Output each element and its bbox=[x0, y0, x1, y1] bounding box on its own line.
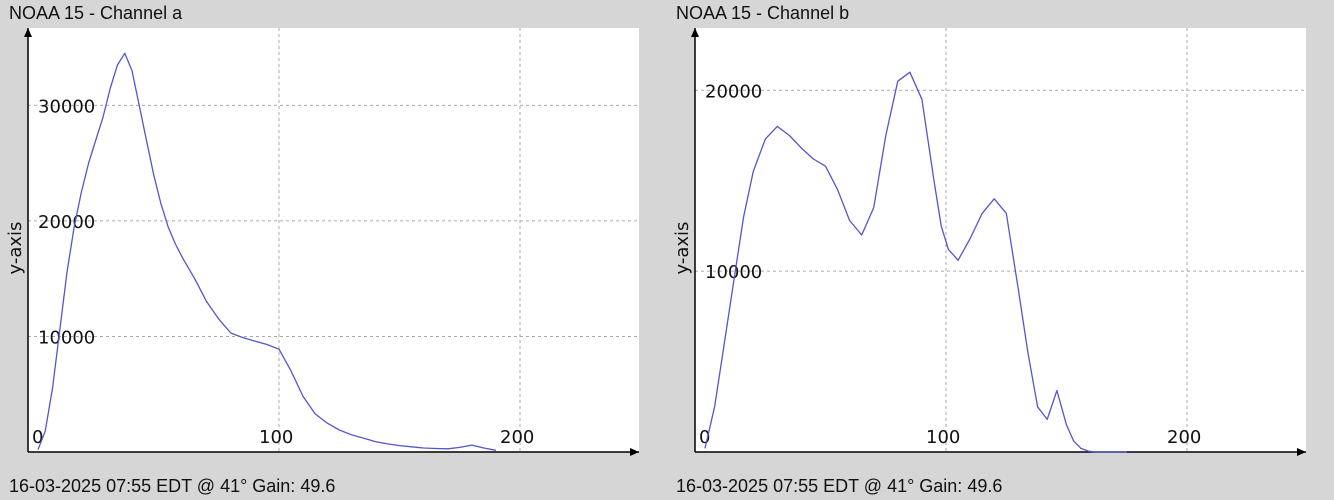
chart-canvas: 0 100 200 10000 20000 y-axis bbox=[672, 28, 1306, 456]
chart-title: NOAA 15 - Channel a bbox=[9, 3, 183, 23]
series-line bbox=[37, 52, 497, 451]
x-tick-label: 200 bbox=[1167, 427, 1201, 448]
y-tick-label: 30000 bbox=[38, 96, 95, 117]
x-axis-arrow-icon bbox=[630, 448, 639, 456]
y-tick-label: 20000 bbox=[705, 81, 762, 102]
plot-area bbox=[28, 28, 639, 452]
y-axis-arrow-icon bbox=[691, 28, 699, 37]
x-tick-label: 100 bbox=[926, 427, 960, 448]
x-tick-label: 0 bbox=[699, 427, 710, 448]
x-tick-label: 200 bbox=[500, 427, 534, 448]
y-tick-label: 10000 bbox=[705, 262, 762, 283]
y-axis-arrow-icon bbox=[24, 28, 32, 37]
series-line bbox=[704, 71, 1127, 453]
y-axis-title: y-axis bbox=[672, 222, 693, 275]
x-axis-arrow-icon bbox=[1297, 448, 1306, 456]
chart-footer-status: 16-03-2025 07:55 EDT @ 41° Gain: 49.6 bbox=[676, 476, 1003, 496]
y-tick-label: 10000 bbox=[38, 327, 95, 348]
chart-panel-channel-a: NOAA 15 - Channel a 0 100 200 10000 20000 300… bbox=[0, 0, 660, 500]
plot-area bbox=[695, 28, 1306, 452]
x-tick-label: 100 bbox=[259, 427, 293, 448]
y-tick-label: 20000 bbox=[38, 212, 95, 233]
chart-canvas: 0 100 200 10000 20000 30000 y-axis bbox=[5, 28, 639, 456]
chart-footer-status: 16-03-2025 07:55 EDT @ 41° Gain: 49.6 bbox=[9, 476, 336, 496]
chart-title: NOAA 15 - Channel b bbox=[676, 3, 850, 23]
chart-panel-channel-b: NOAA 15 - Channel b 0 100 200 10000 20000 y-a… bbox=[667, 0, 1327, 500]
x-tick-label: 0 bbox=[32, 427, 43, 448]
y-axis-title: y-axis bbox=[5, 222, 26, 275]
